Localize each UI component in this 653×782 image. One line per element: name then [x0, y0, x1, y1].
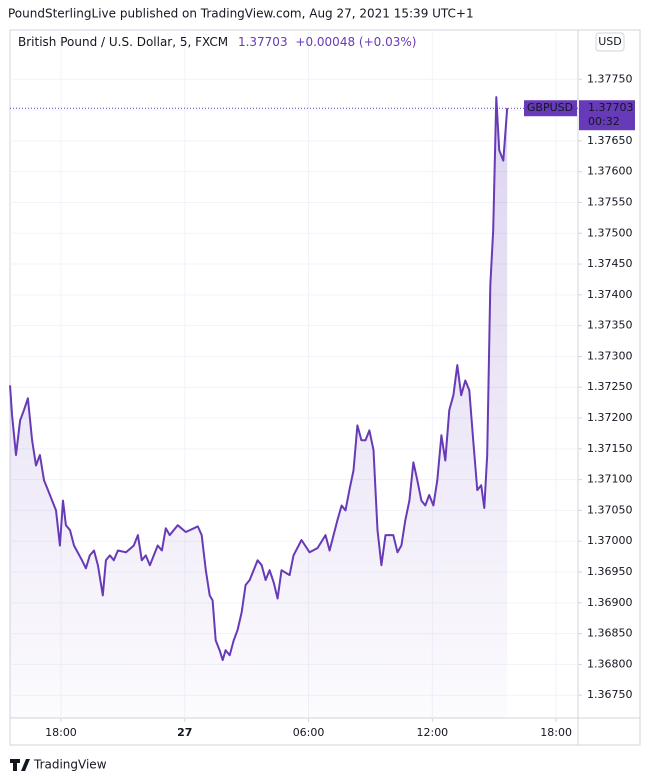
y-tick-label: 1.37750	[587, 72, 633, 85]
y-tick-label: 1.37350	[587, 319, 633, 332]
title: British Pound / U.S. Dollar, 5, FXCM	[18, 35, 228, 49]
y-tick-label: 1.37600	[587, 165, 633, 178]
area	[10, 97, 508, 719]
y-tick-label: 1.36900	[587, 596, 633, 609]
symbol-name: GBPUSD	[527, 101, 573, 114]
y-tick-label: 1.37050	[587, 503, 633, 516]
publisher: PoundSterlingLive published on TradingVi…	[8, 7, 474, 21]
line	[9, 96, 509, 662]
y-tick-label: 1.37150	[587, 442, 633, 455]
last-price: 1.37703	[238, 35, 288, 49]
y-tick-label: 1.37450	[587, 257, 633, 270]
logo	[10, 759, 30, 771]
labels: 1.36750 1.36800 1.36850 1.36900 1.36950 1.370…	[45, 72, 635, 739]
y-tick-label: 1.37400	[587, 288, 633, 301]
countdown: 00:32	[588, 115, 620, 128]
y-tick-label: 1.36950	[587, 565, 633, 578]
plot	[9, 96, 578, 719]
change: +0.00048 (+0.03%)	[295, 35, 416, 49]
y-tick-label: 1.36750	[587, 688, 633, 701]
x-tick-label: 18:00	[540, 726, 572, 739]
price-tag	[579, 100, 635, 131]
y-tick-label: 1.37300	[587, 349, 633, 362]
price-tag-value: 1.37703	[588, 101, 634, 114]
symbol-title: British Pound / U.S. Dollar, 5, FXCM 1.3…	[18, 35, 416, 49]
y-tick-label: 1.37000	[587, 534, 633, 547]
y-tick-label: 1.37650	[587, 134, 633, 147]
x-tick-label: 27	[177, 726, 192, 739]
y-tick-label: 1.37100	[587, 473, 633, 486]
x-tick-label: 06:00	[293, 726, 325, 739]
x-tick-label: 12:00	[416, 726, 448, 739]
currency: USD	[598, 35, 622, 48]
y-tick-label: 1.36850	[587, 627, 633, 640]
symbol-tag	[524, 100, 577, 117]
y-tick-label: 1.37500	[587, 226, 633, 239]
footer: TradingView	[33, 758, 107, 772]
y-tick-label: 1.37250	[587, 380, 633, 393]
currency-box[interactable]	[595, 32, 625, 52]
y-tick-label: 1.36800	[587, 657, 633, 670]
x-tick-label: 18:00	[45, 726, 77, 739]
y-tick-label: 1.37200	[587, 411, 633, 424]
y-tick-label: 1.37550	[587, 195, 633, 208]
